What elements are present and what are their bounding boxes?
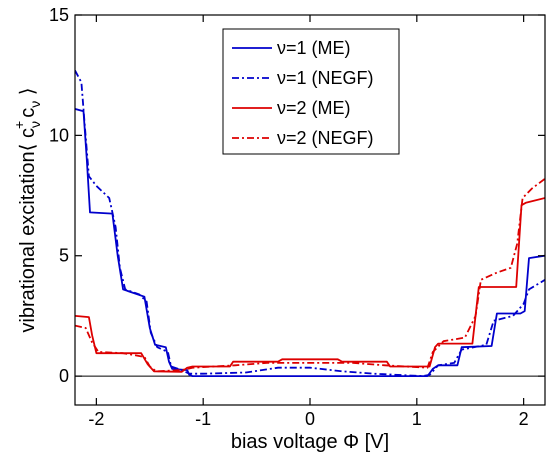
legend-label-3: ν=2 (NEGF) <box>277 128 374 148</box>
y-axis-title-bracket-open: ⟨ <box>17 138 39 151</box>
y-tick-label-0: 0 <box>59 366 69 386</box>
y-tick-label-3: 15 <box>49 5 69 25</box>
series-line-0 <box>75 108 545 377</box>
x-tick-labels: -2 -1 0 1 2 <box>88 409 528 429</box>
x-tick-label-1: -1 <box>195 409 211 429</box>
y-axis-title-c1: c <box>17 128 39 138</box>
series-line-2 <box>75 197 545 373</box>
y-axis-title-bracket-close: ⟩ <box>17 87 39 100</box>
y-tick-label-1: 5 <box>59 246 69 266</box>
legend-label-2: ν=2 (ME) <box>277 98 351 118</box>
y-axis-title-nu2: ν <box>27 101 43 108</box>
ticks-layer <box>75 14 545 405</box>
y-tick-label-2: 10 <box>49 125 69 145</box>
legend-box <box>222 28 400 155</box>
x-tick-label-4: 2 <box>519 409 529 429</box>
x-tick-label-2: 0 <box>305 409 315 429</box>
x-tick-label-0: -2 <box>88 409 104 429</box>
y-tick-labels: 0 5 10 15 <box>49 5 69 386</box>
y-axis-title-main: vibrational excitation <box>17 151 39 332</box>
x-axis-title: bias voltage Φ [V] <box>231 431 389 453</box>
series-layer <box>75 69 545 377</box>
y-axis-title-c2: c <box>17 108 39 118</box>
legend: ν=1 (ME) ν=1 (NEGF) ν=2 (ME) ν=2 (NEGF) <box>222 28 400 155</box>
y-axis-title: vibrational excitation⟨ cν+cν ⟩ <box>11 87 43 332</box>
series-line-3 <box>75 177 545 373</box>
y-axis-title-nu1: ν <box>27 121 43 128</box>
legend-label-0: ν=1 (ME) <box>277 38 351 58</box>
y-axis-title-dagger: + <box>11 121 27 129</box>
legend-label-1: ν=1 (NEGF) <box>277 68 374 88</box>
series-line-1 <box>75 69 545 377</box>
x-tick-label-3: 1 <box>412 409 422 429</box>
